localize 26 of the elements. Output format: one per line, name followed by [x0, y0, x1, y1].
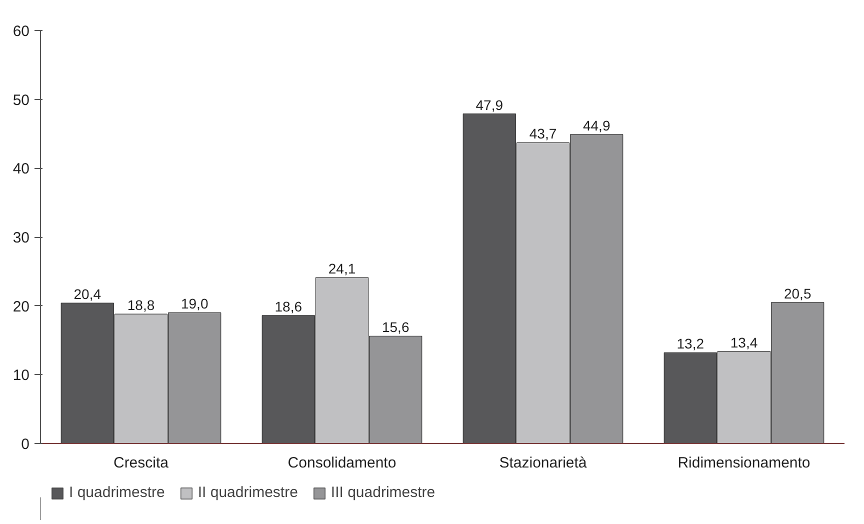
- y-tick-label: 40: [12, 160, 30, 178]
- legend-label: III quadrimestre: [330, 484, 436, 501]
- data-label: 18,8: [127, 297, 155, 314]
- data-label: 44,9: [582, 117, 610, 134]
- x-tick-label: Consolidamento: [288, 454, 396, 472]
- legend-label: II quadrimestre: [198, 484, 298, 501]
- y-tick-label: 10: [12, 367, 30, 384]
- y-tick-label: 60: [12, 23, 30, 40]
- data-label: 19,0: [180, 296, 208, 312]
- data-label: 15,6: [382, 319, 410, 336]
- data-label: 13,2: [676, 336, 704, 352]
- x-tick-label: Stazionarietà: [499, 454, 588, 472]
- y-tick-label: 20: [12, 298, 30, 316]
- data-label: 24,1: [328, 260, 356, 277]
- x-tick-label: Crescita: [113, 454, 170, 472]
- data-label: 20,5: [784, 285, 812, 302]
- x-tick-label: Ridimensionamento: [678, 454, 810, 472]
- legend-label: I quadrimestre: [69, 484, 165, 501]
- y-tick-label: 0: [21, 436, 30, 453]
- data-label: 18,6: [274, 298, 302, 314]
- y-tick-label: 50: [12, 92, 30, 109]
- data-label: 20,4: [74, 286, 102, 302]
- y-tick-label: 30: [12, 230, 30, 246]
- data-label: 43,7: [529, 126, 557, 142]
- data-label: 13,4: [730, 334, 758, 350]
- data-label: 47,9: [476, 96, 504, 113]
